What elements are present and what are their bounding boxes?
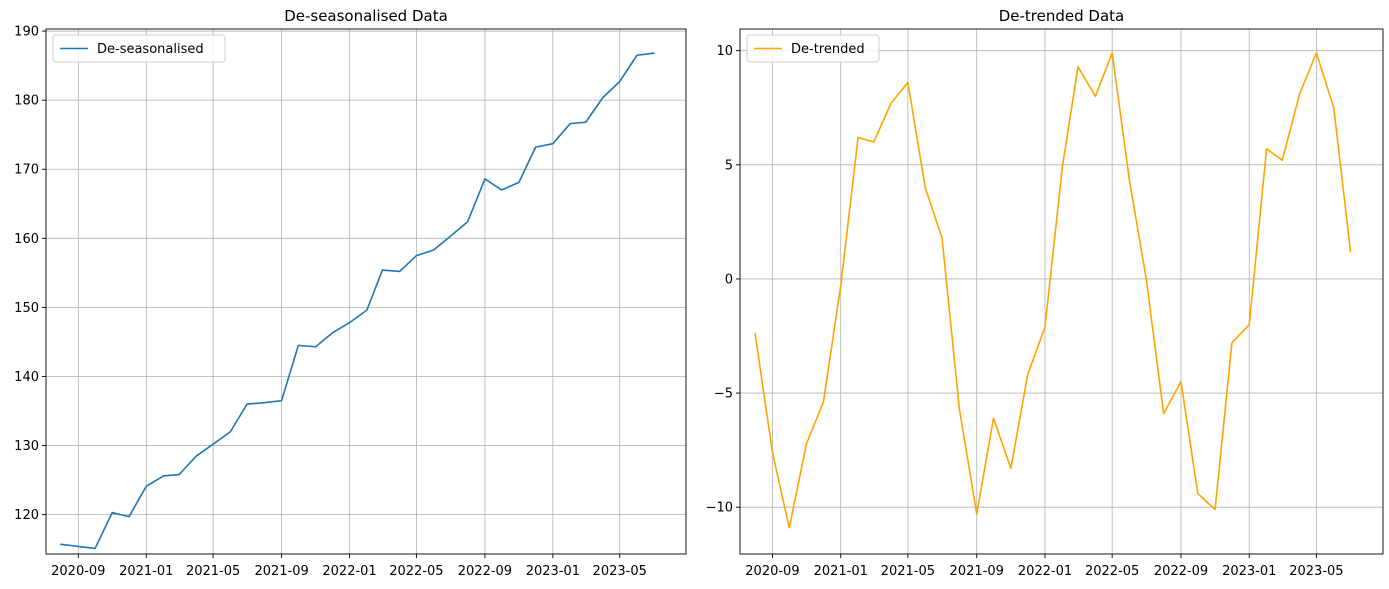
gridlines — [46, 29, 686, 554]
y-axis: 10 5 0 −5 −10 — [706, 44, 740, 516]
chart-detrended: 2020-09 2021-01 2021-05 2021-09 2022-01 2022-… — [706, 7, 1384, 579]
legend: De-seasonalised — [52, 34, 226, 63]
legend-label: De-trended — [791, 42, 865, 57]
y-tick-label: 0 — [725, 272, 733, 287]
x-tick-label: 2021-01 — [119, 564, 173, 579]
x-axis: 2020-09 2021-01 2021-05 2021-09 2022-01 2022-… — [745, 554, 1344, 579]
x-tick-label: 2023-01 — [526, 564, 580, 579]
chart-title: De-seasonalised Data — [284, 7, 448, 25]
x-tick-label: 2021-09 — [950, 564, 1004, 579]
axes-frame — [739, 28, 1384, 555]
y-tick-label: 5 — [725, 158, 733, 173]
x-tick-label: 2021-05 — [186, 564, 240, 579]
y-tick-label: 10 — [716, 44, 733, 59]
x-tick-label: 2022-09 — [1154, 564, 1208, 579]
y-tick-label: 120 — [14, 508, 39, 523]
chart-deseasonalised: 2020-09 2021-01 2021-05 2021-09 2022-01 2022-… — [14, 7, 687, 579]
x-tick-label: 2021-09 — [254, 564, 308, 579]
x-tick-label: 2022-01 — [322, 564, 376, 579]
chart-title: De-trended Data — [999, 7, 1125, 25]
y-tick-label: −10 — [706, 501, 733, 516]
legend: De-trended — [746, 34, 880, 63]
x-tick-label: 2020-09 — [51, 564, 105, 579]
x-tick-label: 2023-01 — [1222, 564, 1276, 579]
x-tick-label: 2021-05 — [881, 564, 935, 579]
legend-box — [52, 34, 226, 63]
x-tick-label: 2022-05 — [1085, 564, 1139, 579]
x-tick-label: 2022-05 — [389, 564, 443, 579]
x-tick-label: 2022-01 — [1018, 564, 1072, 579]
y-tick-label: 160 — [14, 232, 39, 247]
y-tick-label: 150 — [14, 301, 39, 316]
x-tick-label: 2021-01 — [814, 564, 868, 579]
x-tick-label: 2023-05 — [1289, 564, 1343, 579]
axes-frame — [45, 28, 687, 555]
x-axis: 2020-09 2021-01 2021-05 2021-09 2022-01 2022-… — [51, 554, 647, 579]
y-tick-label: 180 — [14, 94, 39, 109]
y-tick-label: −5 — [714, 387, 733, 402]
x-tick-label: 2023-05 — [593, 564, 647, 579]
x-tick-label: 2020-09 — [745, 564, 799, 579]
y-tick-label: 170 — [14, 163, 39, 178]
x-tick-label: 2022-09 — [458, 564, 512, 579]
legend-box — [746, 34, 880, 63]
series-line — [754, 52, 1352, 529]
legend-label: De-seasonalised — [97, 42, 204, 57]
y-tick-label: 130 — [14, 439, 39, 454]
series-line — [60, 52, 655, 550]
y-axis: 120 130 140 150 160 170 180 190 — [14, 25, 46, 523]
y-tick-label: 190 — [14, 25, 39, 40]
y-tick-label: 140 — [14, 370, 39, 385]
